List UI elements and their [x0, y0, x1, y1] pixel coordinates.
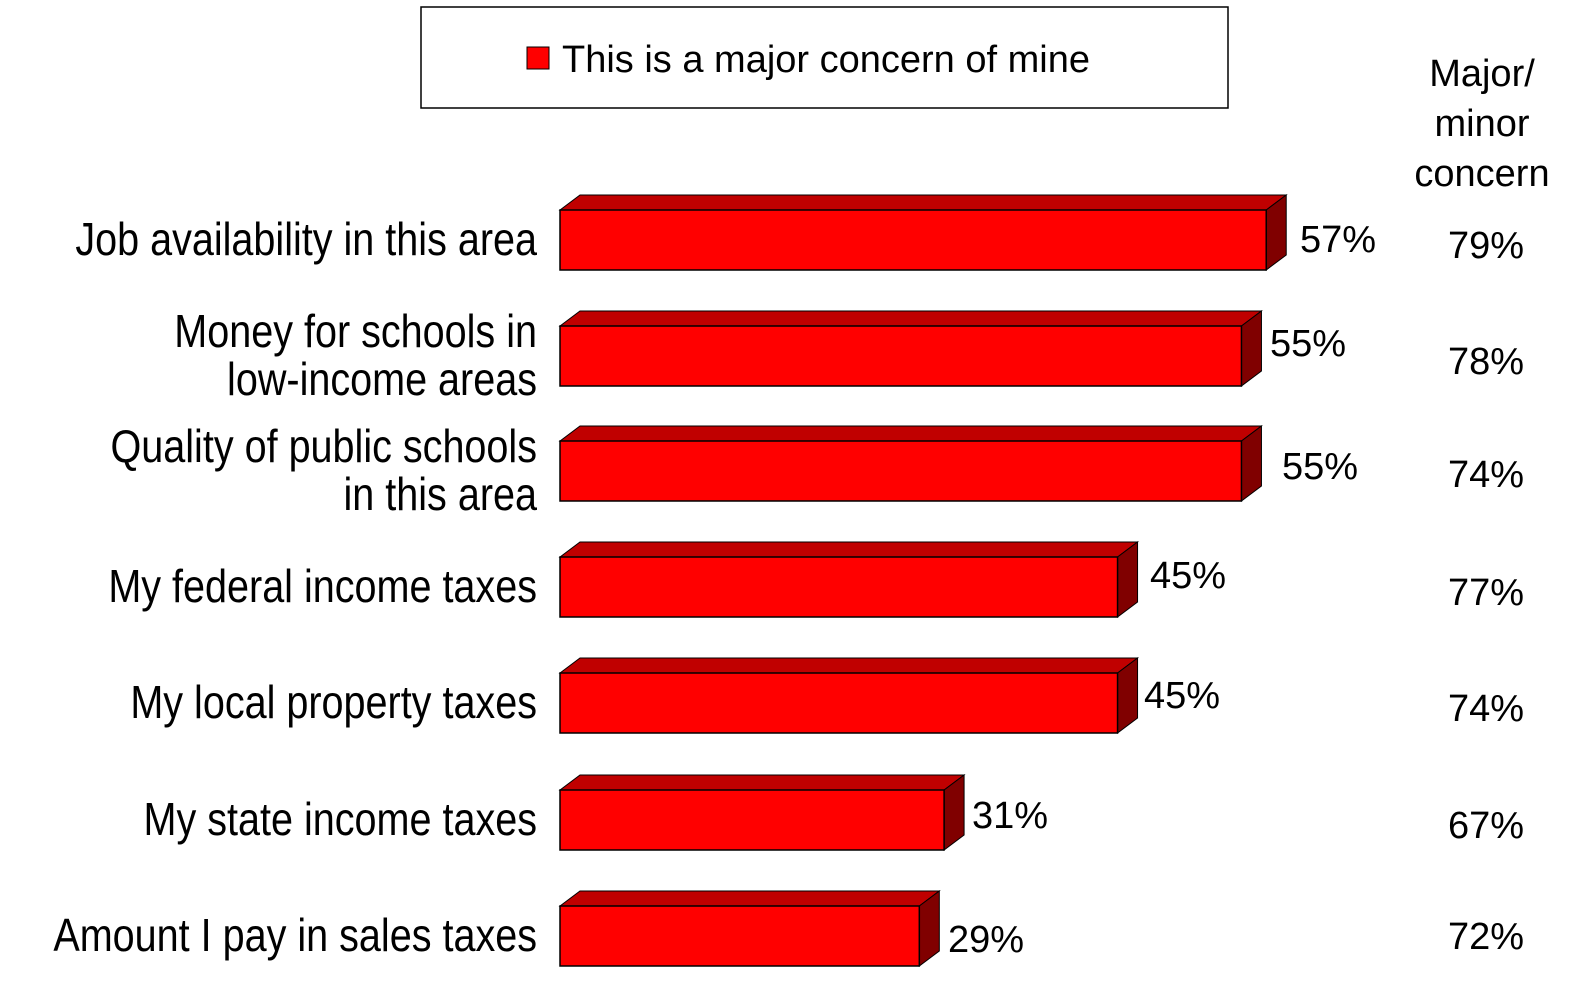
legend: This is a major concern of mine	[420, 6, 1229, 109]
value-label: 31%	[972, 795, 1048, 837]
bar	[558, 657, 1140, 734]
side-column-header-line: Major/	[1429, 53, 1535, 95]
side-column-value: 78%	[1448, 341, 1524, 383]
bars	[558, 194, 1288, 967]
category-label: Quality of public schools	[111, 421, 537, 472]
bar-top-face	[558, 194, 1288, 211]
bar	[558, 194, 1288, 271]
side-column-value: 79%	[1448, 225, 1524, 267]
bar-front-face	[559, 789, 945, 851]
bar-front-face	[559, 672, 1119, 734]
side-column-values: 79% 78% 74% 77% 74% 67% 72%	[1448, 225, 1524, 958]
category-label: My federal income taxes	[108, 561, 537, 612]
bar-front-face	[559, 209, 1267, 271]
side-column-header-line: concern	[1414, 153, 1549, 195]
category-label: in this area	[344, 469, 538, 520]
bar-front-face	[559, 556, 1119, 618]
side-column-value: 72%	[1448, 916, 1524, 958]
bar	[558, 890, 941, 967]
bar-top-face	[558, 774, 966, 791]
side-column-header: Major/minor concern	[1414, 53, 1549, 195]
legend-label: This is a major concern of mine	[562, 39, 1090, 81]
category-label: Job availability in this area	[75, 214, 537, 265]
bar-top-face	[558, 657, 1140, 674]
bar-top-face	[558, 890, 941, 907]
value-label: 55%	[1282, 446, 1358, 488]
value-label: 29%	[948, 919, 1024, 961]
side-column-value: 74%	[1448, 454, 1524, 496]
bar-top-face	[558, 310, 1263, 327]
bar	[558, 774, 966, 851]
category-label: Money for schools in	[174, 306, 537, 357]
bar-front-face	[559, 905, 921, 967]
category-label: Amount I pay in sales taxes	[53, 910, 537, 961]
side-column-value: 77%	[1448, 572, 1524, 614]
bar-top-face	[558, 541, 1140, 558]
side-column-value: 74%	[1448, 688, 1524, 730]
bar-front-face	[559, 440, 1243, 502]
legend-swatch	[526, 46, 550, 70]
bar	[558, 310, 1263, 387]
bar	[558, 425, 1263, 502]
category-labels: Job availability in this area Money for s…	[53, 214, 537, 961]
bar	[558, 541, 1140, 618]
value-label: 45%	[1150, 555, 1226, 597]
bar-top-face	[558, 425, 1263, 442]
side-column-value: 67%	[1448, 805, 1524, 847]
bar-front-face	[559, 325, 1243, 387]
value-label: 57%	[1300, 219, 1376, 261]
value-label: 55%	[1270, 323, 1346, 365]
legend-box	[420, 6, 1229, 109]
category-label: My state income taxes	[144, 794, 537, 845]
category-label: My local property taxes	[130, 677, 537, 728]
category-label: low-income areas	[227, 354, 537, 405]
side-column-header-line: minor	[1434, 103, 1529, 145]
value-label: 45%	[1144, 675, 1220, 717]
value-labels: 57% 55% 55% 45% 45% 31% 29%	[948, 219, 1376, 961]
